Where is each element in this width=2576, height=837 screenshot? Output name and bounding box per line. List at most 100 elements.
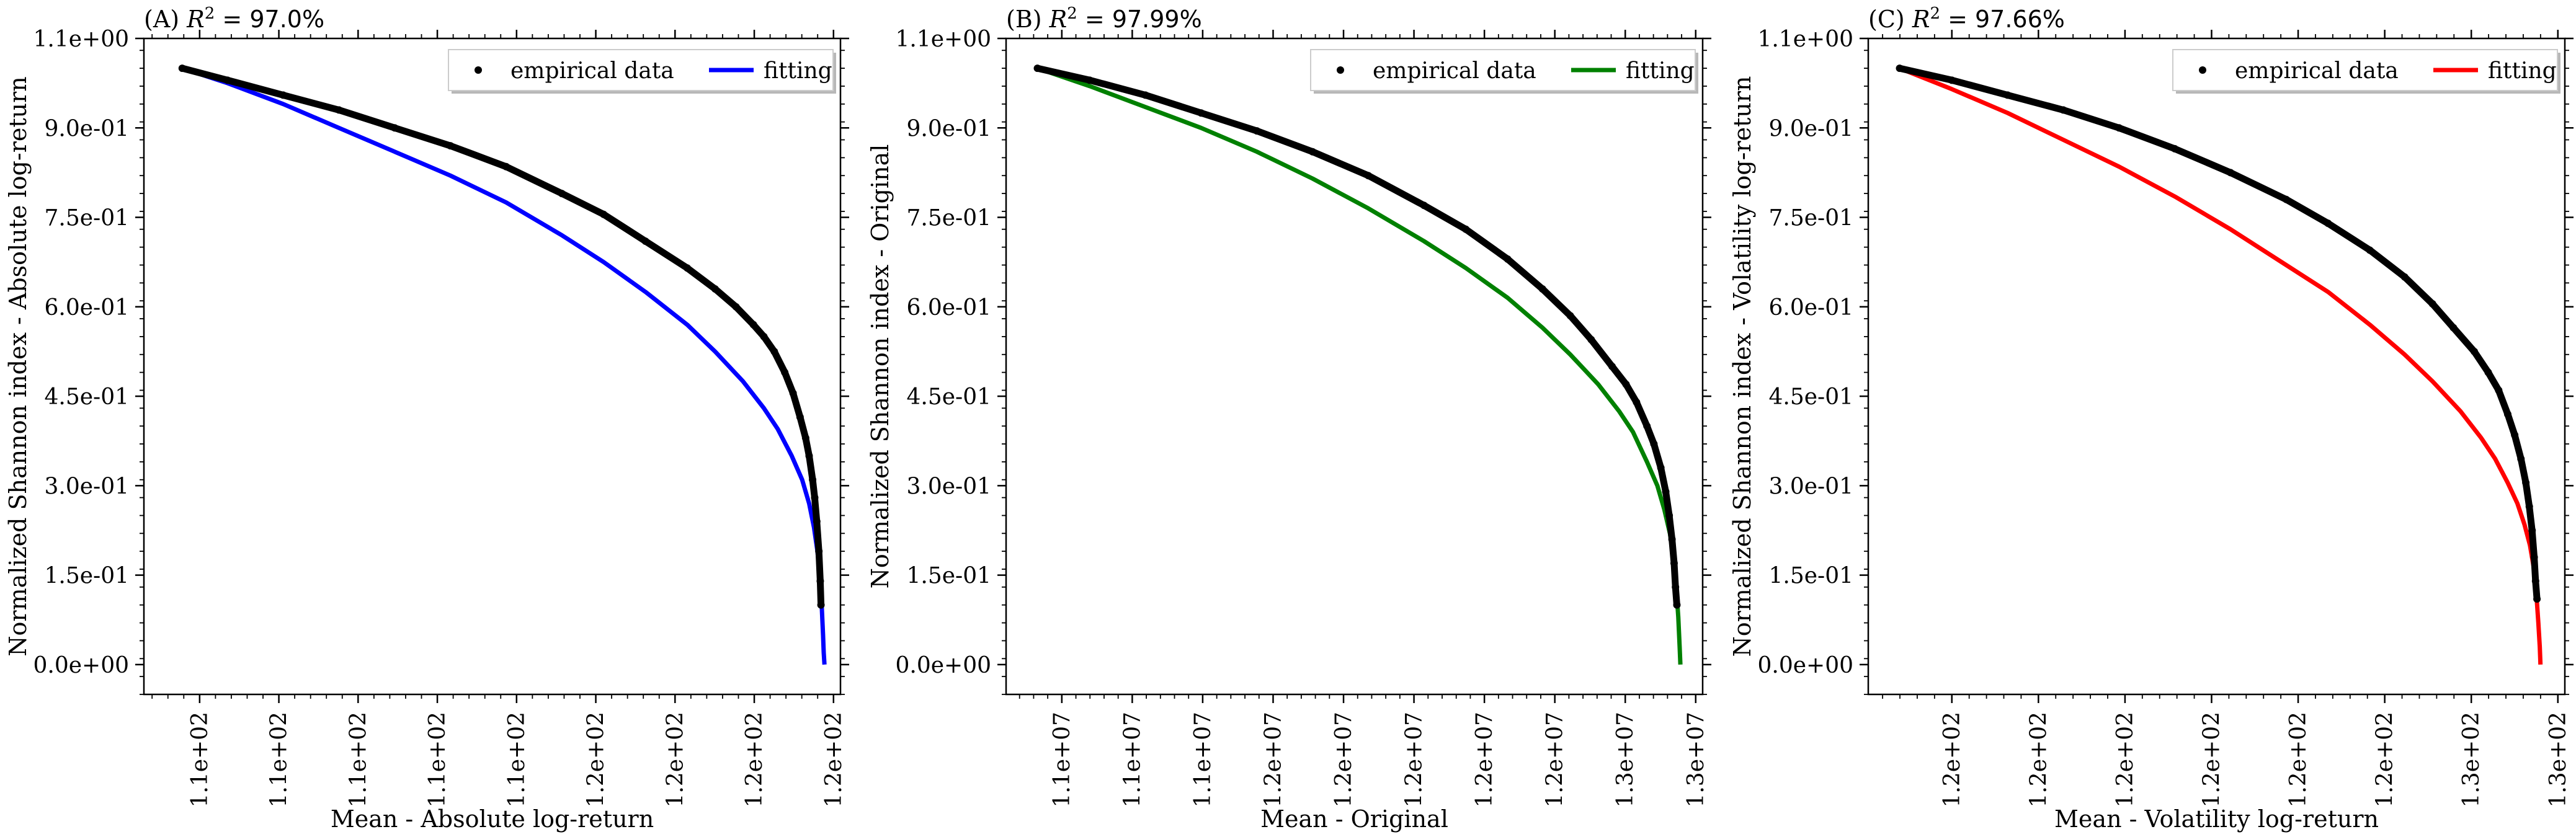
legend-box <box>1310 49 1696 91</box>
x-tick-label: 1.1e+07 <box>1120 712 1145 808</box>
x-tick-label: 1.2e+02 <box>2286 712 2311 808</box>
y-tick-label: 1.5e-01 <box>906 564 991 589</box>
r2-value: = 97.66% <box>1940 6 2065 33</box>
x-tick-label: 1.3e+02 <box>2459 712 2484 808</box>
y-tick-label: 9.0e-01 <box>44 116 129 141</box>
fitting-line <box>1036 66 1683 665</box>
empirical-data-point <box>1253 127 1261 135</box>
x-axis-label: Mean - Original <box>1260 805 1448 833</box>
legend-label-empirical: empirical data <box>510 58 674 84</box>
empirical-data-point <box>1085 76 1094 84</box>
y-tick-label: 6.0e-01 <box>1768 295 1853 321</box>
y-tick-label: 7.5e-01 <box>44 206 129 231</box>
legend-label-fitting: fitting <box>1626 58 1695 84</box>
y-tick-label: 6.0e-01 <box>44 295 129 321</box>
empirical-data-point <box>1668 535 1676 543</box>
empirical-data-point <box>600 210 608 218</box>
x-tick-label: 1.2e+02 <box>821 712 847 808</box>
fitting-line <box>181 66 827 665</box>
empirical-data-point <box>1309 148 1317 156</box>
empirical-data-point <box>1896 64 1904 73</box>
y-tick-label: 0.0e+00 <box>895 653 991 678</box>
y-tick-label: 1.1e+00 <box>1757 27 1853 52</box>
empirical-data-point <box>1665 512 1674 520</box>
empirical-data-point <box>279 91 287 99</box>
empirical-data-point <box>811 494 819 502</box>
empirical-data-point <box>1197 109 1205 117</box>
empirical-data-point <box>760 332 768 340</box>
plot-frame <box>143 37 842 696</box>
x-tick-label: 1.3e+07 <box>1683 712 1709 808</box>
empirical-data-point <box>781 368 789 376</box>
x-tick-label: 1.1e+02 <box>345 712 371 808</box>
empirical-data-point <box>2525 503 2533 511</box>
legend-label-empirical: empirical data <box>1373 58 1536 84</box>
x-tick-label: 1.2e+02 <box>662 712 688 808</box>
legend-label-empirical: empirical data <box>2235 58 2399 84</box>
x-tick-label: 1.1e+02 <box>504 712 530 808</box>
empirical-data-point <box>2471 347 2479 355</box>
empirical-data-point <box>1538 285 1546 293</box>
empirical-data-point <box>1672 583 1680 591</box>
y-tick-label: 3.0e-01 <box>44 474 129 499</box>
y-tick-label: 0.0e+00 <box>1757 653 1853 678</box>
y-tick-label: 4.5e-01 <box>1768 384 1853 410</box>
empirical-data-point <box>1420 202 1428 210</box>
empirical-data-point <box>2400 273 2409 281</box>
empirical-data-point <box>1650 440 1658 448</box>
x-tick-label: 1.3e+07 <box>1613 712 1638 808</box>
empirical-data-point <box>732 303 740 311</box>
panel-title: (C) R2 = 97.66% <box>1868 4 2065 33</box>
empirical-data-point <box>816 577 824 585</box>
empirical-data-point <box>1462 225 1470 233</box>
legend-marker-empirical <box>1337 66 1344 74</box>
panel-title: (B) R2 = 97.99% <box>1006 4 1202 33</box>
r2-exponent: 2 <box>1930 4 1940 23</box>
x-tick-label: 1.2e+07 <box>1331 712 1357 808</box>
x-tick-label: 1.2e+07 <box>1472 712 1497 808</box>
empirical-data-point <box>1587 335 1595 343</box>
empirical-data-point <box>796 413 804 421</box>
x-tick-label: 1.2e+02 <box>2113 712 2138 808</box>
legend-marker-empirical <box>2199 66 2206 74</box>
empirical-data-point <box>2366 246 2374 254</box>
y-tick-label: 7.5e-01 <box>906 206 991 231</box>
empirical-data-point <box>178 64 186 73</box>
x-tick-label: 1.2e+02 <box>2373 712 2398 808</box>
legend-label-fitting: fitting <box>2488 58 2557 84</box>
y-tick-label: 1.5e-01 <box>44 564 129 589</box>
r2-symbol: R <box>186 6 205 33</box>
empirical-data-point <box>789 389 797 397</box>
x-tick-label: 1.2e+02 <box>584 712 609 808</box>
y-tick-label: 6.0e-01 <box>906 295 991 321</box>
empirical-data-point <box>801 434 809 442</box>
x-tick-label: 1.1e+02 <box>267 712 292 808</box>
y-axis-label: Normalized Shannon index - Original <box>867 144 894 589</box>
empirical-data-point <box>1033 64 1041 73</box>
empirical-data-point <box>391 124 399 132</box>
x-axis-label: Mean - Volatility log-return <box>2054 805 2379 833</box>
empirical-data-point <box>2533 595 2541 603</box>
empirical-data-point <box>1566 312 1574 320</box>
x-tick-label: 1.2e+02 <box>1940 712 1965 808</box>
empirical-data-point <box>2059 106 2067 114</box>
empirical-data-point <box>2503 410 2511 418</box>
empirical-data-point <box>1948 76 1956 84</box>
empirical-data-point <box>1662 487 1670 495</box>
empirical-data-point <box>770 347 778 355</box>
empirical-data-point <box>817 601 825 609</box>
y-tick-label: 4.5e-01 <box>44 384 129 410</box>
y-tick-label: 9.0e-01 <box>1768 116 1853 141</box>
r2-symbol: R <box>1049 6 1067 33</box>
panel-title: (A) R2 = 97.0% <box>144 4 324 33</box>
x-tick-label: 1.1e+02 <box>187 712 213 808</box>
empirical-data-point <box>711 285 719 293</box>
panel-2: 0.0e+00 1.5e-01 3.0e-01 4.5e-01 6.0e-01 7.5e-… <box>1729 4 2574 833</box>
x-tick-label: 1.1e+02 <box>425 712 450 808</box>
empirical-data-point <box>2428 300 2436 308</box>
x-tick-label: 1.2e+07 <box>1402 712 1427 808</box>
x-tick-label: 1.2e+07 <box>1260 712 1286 808</box>
empirical-data-point <box>2003 91 2012 99</box>
empirical-data-point <box>2226 169 2234 177</box>
